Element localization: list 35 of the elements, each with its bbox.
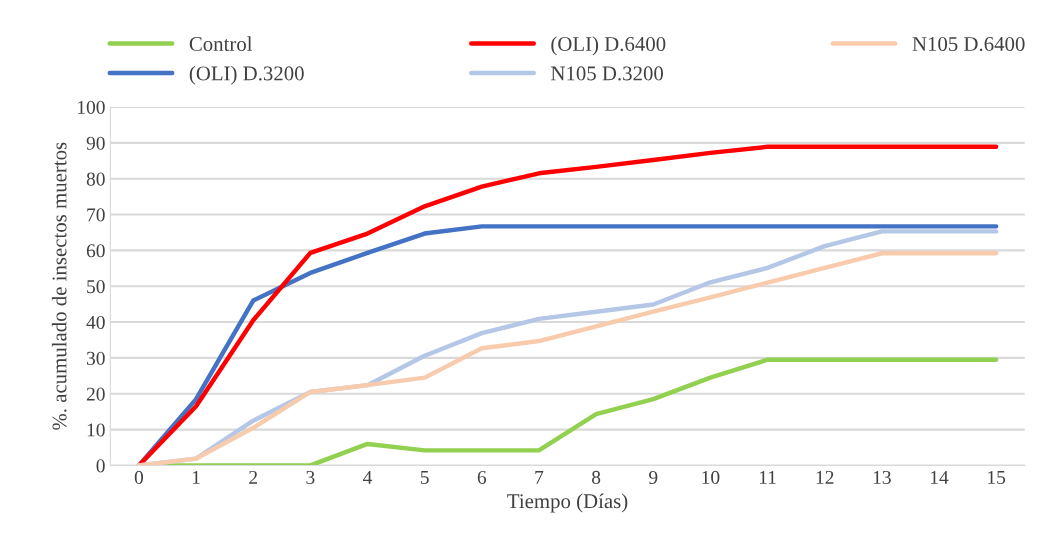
y-tick-label: 10: [87, 423, 105, 437]
y-tick-label: 40: [86, 315, 105, 330]
legend-label: N105 D.6400: [912, 36, 1025, 52]
x-tick-label: 3: [306, 470, 315, 484]
y-tick-label: 100: [78, 100, 105, 114]
y-tick-label: 70: [87, 208, 105, 222]
x-tick-label: 9: [649, 470, 658, 484]
x-tick-label: 10: [702, 470, 720, 484]
line-series: [136, 144, 999, 466]
y-tick-label: 90: [86, 136, 105, 150]
legend-label: Control: [189, 36, 253, 51]
x-tick-label: 4: [363, 471, 373, 484]
y-axis-title: %. acumulado de insectos muertos: [51, 142, 67, 430]
legend-label: N105 D.3200: [551, 66, 664, 81]
x-tick-label: 11: [759, 470, 776, 484]
x-tick-label: 6: [477, 470, 487, 484]
y-tick-label: 50: [87, 280, 105, 294]
legend-label: (OLI) D.6400: [551, 36, 666, 56]
y-tick-label: 60: [86, 244, 105, 258]
y-tick-label: 80: [86, 172, 105, 186]
x-tick-label: 7: [535, 471, 544, 484]
x-axis-title: Tiempo (Días): [507, 493, 628, 513]
legend-label: (OLI) D.3200: [189, 65, 304, 85]
x-tick-label: 1: [192, 470, 200, 484]
y-tick-label: 20: [86, 387, 105, 401]
x-tick-label: 14: [930, 470, 949, 484]
x-tick-label: 13: [873, 470, 891, 484]
y-tick-label: 0: [96, 459, 105, 473]
x-tick-label: 15: [988, 470, 1006, 484]
x-tick-label: 8: [591, 470, 601, 484]
x-tick-label: 2: [249, 470, 258, 484]
x-tick-label: 0: [134, 470, 144, 484]
x-tick-label: 12: [816, 470, 834, 484]
y-tick-label: 30: [86, 351, 105, 365]
x-tick-label: 5: [420, 471, 429, 484]
